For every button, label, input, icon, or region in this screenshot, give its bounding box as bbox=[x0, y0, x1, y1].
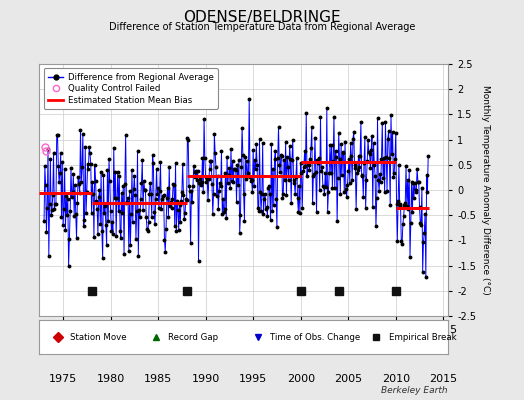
Text: 1990: 1990 bbox=[191, 374, 220, 384]
Text: 1995: 1995 bbox=[239, 374, 267, 384]
Text: 1980: 1980 bbox=[96, 374, 125, 384]
Legend: Difference from Regional Average, Quality Control Failed, Estimated Station Mean: Difference from Regional Average, Qualit… bbox=[43, 68, 218, 109]
Text: Time of Obs. Change: Time of Obs. Change bbox=[270, 332, 361, 342]
Text: Berkeley Earth: Berkeley Earth bbox=[381, 386, 448, 395]
Text: 2005: 2005 bbox=[334, 374, 362, 384]
Text: Record Gap: Record Gap bbox=[168, 332, 218, 342]
Text: ODENSE/BELDRINGE: ODENSE/BELDRINGE bbox=[183, 10, 341, 25]
Text: Difference of Station Temperature Data from Regional Average: Difference of Station Temperature Data f… bbox=[109, 22, 415, 32]
Y-axis label: Monthly Temperature Anomaly Difference (°C): Monthly Temperature Anomaly Difference (… bbox=[481, 85, 490, 295]
Text: 1975: 1975 bbox=[49, 374, 77, 384]
Text: Station Move: Station Move bbox=[70, 332, 127, 342]
Text: 1985: 1985 bbox=[144, 374, 172, 384]
Text: Empirical Break: Empirical Break bbox=[389, 332, 456, 342]
Text: 2015: 2015 bbox=[429, 374, 457, 384]
Text: 2000: 2000 bbox=[287, 374, 315, 384]
Text: 2010: 2010 bbox=[381, 374, 410, 384]
